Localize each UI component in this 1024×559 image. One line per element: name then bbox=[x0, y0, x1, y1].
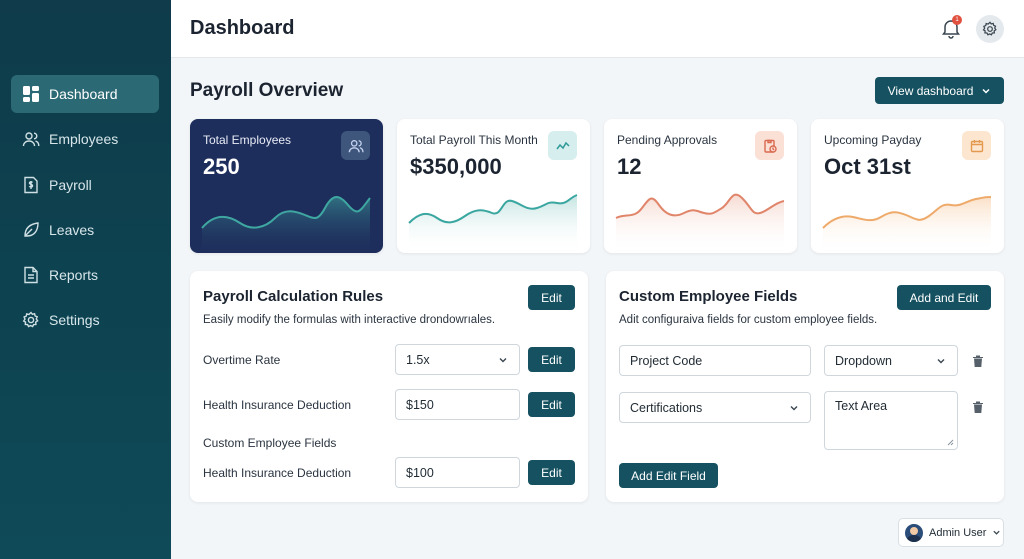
add-and-edit-button[interactable]: Add and Edit bbox=[897, 285, 991, 310]
users-icon bbox=[21, 129, 41, 149]
sparkline-chart bbox=[408, 194, 578, 253]
sidebar-item-leaves[interactable]: Leaves bbox=[11, 211, 159, 249]
field-type-select[interactable]: Dropdown bbox=[824, 345, 958, 376]
edit-health-deduction-button[interactable]: Edit bbox=[528, 392, 575, 417]
edit-overtime-button[interactable]: Edit bbox=[528, 347, 575, 372]
chevron-down-icon bbox=[790, 406, 798, 411]
health-deduction-input[interactable]: $150 bbox=[395, 389, 520, 420]
gear-icon bbox=[21, 310, 41, 330]
stat-card-payday[interactable]: Upcoming Payday Oct 31st bbox=[811, 119, 1004, 253]
overtime-rate-select[interactable]: 1.5x bbox=[395, 344, 520, 375]
view-dashboard-label: View dashboard bbox=[887, 83, 974, 98]
stat-label: Pending Approvals bbox=[617, 133, 718, 147]
sidebar-item-label: Employees bbox=[49, 131, 119, 148]
chevron-down-icon bbox=[499, 358, 507, 363]
users-icon bbox=[341, 131, 370, 160]
page-header-title: Dashboard bbox=[190, 17, 295, 39]
edit-health-deduction-button[interactable]: Edit bbox=[528, 460, 575, 485]
trash-icon[interactable] bbox=[971, 354, 985, 368]
textarea-value: Text Area bbox=[835, 399, 888, 413]
sidebar-nav: Dashboard Employees Payroll Leaves Repor… bbox=[11, 75, 159, 347]
view-dashboard-button[interactable]: View dashboard bbox=[875, 77, 1004, 104]
calendar-icon bbox=[962, 131, 991, 160]
sidebar-item-label: Settings bbox=[49, 312, 100, 329]
user-menu[interactable]: Admin User bbox=[898, 518, 1004, 547]
sidebar-item-label: Reports bbox=[49, 267, 99, 284]
select-value: Dropdown bbox=[835, 353, 892, 368]
sidebar-item-label: Leaves bbox=[49, 221, 95, 238]
sidebar-item-payroll[interactable]: Payroll bbox=[11, 166, 159, 204]
sparkline-chart bbox=[822, 196, 992, 253]
sidebar-item-dashboard[interactable]: Dashboard bbox=[11, 75, 159, 113]
stat-label: Total Payroll This Month bbox=[410, 133, 538, 147]
chevron-down-icon bbox=[982, 88, 990, 94]
field-name-input[interactable]: Project Code bbox=[619, 345, 811, 376]
edit-rules-button[interactable]: Edit bbox=[528, 285, 575, 310]
stat-value: $350,000 bbox=[410, 154, 502, 179]
stat-value: 12 bbox=[617, 154, 642, 179]
sidebar-item-label: Dashboard bbox=[49, 86, 118, 102]
health-deduction-input[interactable]: $100 bbox=[395, 457, 520, 488]
panel-description: Easily modify the formulas with interact… bbox=[203, 314, 496, 326]
trash-icon[interactable] bbox=[971, 400, 985, 414]
payroll-icon bbox=[21, 175, 41, 195]
field-name-select[interactable]: Certifications bbox=[619, 392, 811, 423]
leaf-icon bbox=[21, 220, 41, 240]
clipboard-clock-icon bbox=[755, 131, 784, 160]
notification-badge: 1 bbox=[952, 15, 962, 25]
sparkline-chart bbox=[201, 196, 371, 253]
resize-handle-icon[interactable] bbox=[947, 439, 954, 446]
health-deduction-label: Health Insurance Deduction bbox=[203, 466, 352, 480]
panel-description: Adit configuraiva fields for custom empl… bbox=[619, 314, 878, 326]
sidebar-item-employees[interactable]: Employees bbox=[11, 120, 159, 158]
top-bar: Dashboard 1 bbox=[171, 0, 1024, 58]
sidebar-item-reports[interactable]: Reports bbox=[11, 256, 159, 294]
dashboard-icon bbox=[21, 84, 41, 104]
stat-label: Upcoming Payday bbox=[824, 133, 922, 147]
panel-title: Payroll Calculation Rules bbox=[203, 288, 384, 305]
sidebar: Dashboard Employees Payroll Leaves Repor… bbox=[0, 0, 171, 559]
overtime-rate-label: Overtime Rate bbox=[203, 353, 281, 367]
add-edit-field-button[interactable]: Add Edit Field bbox=[619, 463, 718, 488]
field-type-textarea[interactable]: Text Area bbox=[824, 391, 958, 450]
trend-icon bbox=[548, 131, 577, 160]
panel-title: Custom Employee Fields bbox=[619, 288, 798, 305]
stat-value: Oct 31st bbox=[824, 154, 911, 179]
stat-label: Total Employees bbox=[203, 133, 292, 147]
stat-card-employees[interactable]: Total Employees 250 bbox=[190, 119, 383, 253]
chevron-down-icon bbox=[937, 359, 945, 364]
report-icon bbox=[21, 265, 41, 285]
stat-card-approvals[interactable]: Pending Approvals 12 bbox=[604, 119, 797, 253]
gear-icon bbox=[982, 21, 997, 36]
user-name: Admin User bbox=[929, 526, 987, 539]
settings-button[interactable] bbox=[976, 15, 1004, 43]
stat-value: 250 bbox=[203, 154, 240, 179]
payroll-rules-panel: Payroll Calculation Rules Edit Easily mo… bbox=[190, 271, 588, 502]
health-deduction-label: Health Insurance Deduction bbox=[203, 398, 352, 412]
select-value: Certifications bbox=[630, 400, 703, 415]
page-title: Payroll Overview bbox=[190, 80, 344, 101]
avatar bbox=[905, 523, 923, 542]
sparkline-chart bbox=[615, 193, 785, 253]
stat-card-payroll[interactable]: Total Payroll This Month $350,000 bbox=[397, 119, 590, 253]
chevron-down-icon bbox=[993, 530, 1001, 535]
sidebar-item-label: Payroll bbox=[49, 176, 92, 193]
sidebar-item-settings[interactable]: Settings bbox=[11, 301, 159, 339]
select-value: 1.5x bbox=[406, 352, 430, 367]
custom-fields-subheading: Custom Employee Fields bbox=[203, 436, 337, 450]
custom-fields-panel: Custom Employee Fields Add and Edit Adit… bbox=[606, 271, 1004, 502]
